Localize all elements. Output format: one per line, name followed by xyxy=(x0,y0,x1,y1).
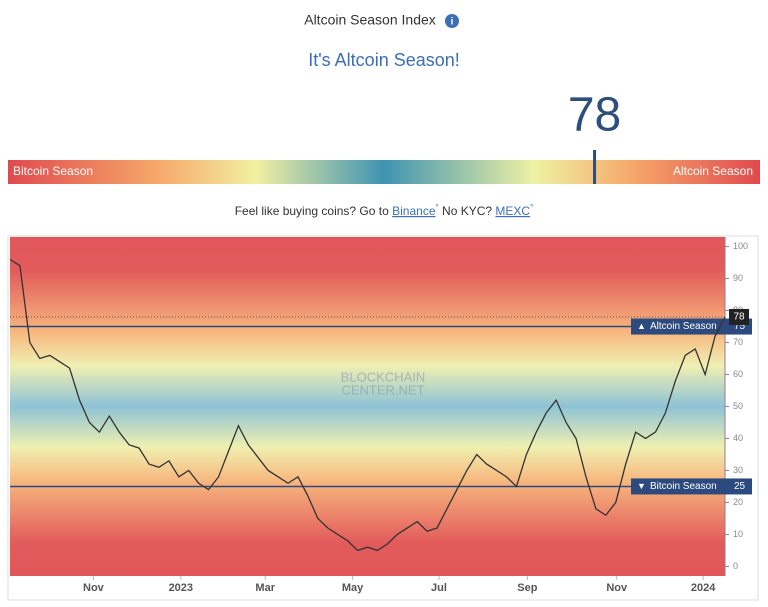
title: Altcoin Season Index xyxy=(304,12,436,28)
threshold-icon: ▲ xyxy=(637,321,646,331)
current-value: 78 xyxy=(733,312,745,323)
x-tick-label: Nov xyxy=(606,582,628,594)
y-tick-label: 10 xyxy=(733,529,743,539)
y-tick-label: 40 xyxy=(733,433,743,443)
y-tick-label: 50 xyxy=(733,401,743,411)
y-tick-label: 30 xyxy=(733,465,743,475)
x-tick-label: Nov xyxy=(83,582,105,594)
gauge-left-label: Bitcoin Season xyxy=(13,164,93,178)
x-tick-label: Jul xyxy=(431,582,447,594)
y-tick-label: 60 xyxy=(733,369,743,379)
y-tick-label: 90 xyxy=(733,273,743,283)
promo: Feel like buying coins? Go to Binance° N… xyxy=(235,200,534,218)
binance-link[interactable]: Binance xyxy=(392,204,436,218)
x-tick-label: 2024 xyxy=(691,582,716,594)
watermark: BLOCKCHAIN xyxy=(341,369,426,384)
threshold-icon: ▼ xyxy=(637,481,646,491)
threshold-value: 75 xyxy=(734,321,746,332)
watermark: CENTER.NET xyxy=(341,382,424,397)
y-tick-label: 0 xyxy=(733,561,738,571)
y-tick-label: 20 xyxy=(733,497,743,507)
plot-background xyxy=(10,237,725,576)
promo-text: Feel like buying coins? Go to xyxy=(235,204,389,218)
series-line xyxy=(9,258,726,552)
y-tick-label: 100 xyxy=(733,241,748,251)
x-tick-label: Mar xyxy=(255,582,275,594)
threshold-label: Altcoin Season xyxy=(650,321,717,332)
threshold-label-box xyxy=(631,478,752,495)
y-tick-label: 70 xyxy=(733,337,743,347)
mexc-link[interactable]: MEXC xyxy=(495,204,530,218)
status: It's Altcoin Season! xyxy=(308,50,460,70)
gauge-right-label: Altcoin Season xyxy=(673,164,753,178)
x-tick-label: May xyxy=(342,582,364,594)
info-icon[interactable] xyxy=(445,14,459,28)
x-tick-label: 2023 xyxy=(169,582,193,594)
gauge-bar xyxy=(8,160,760,184)
threshold-value: 25 xyxy=(734,481,746,492)
x-tick-label: Sep xyxy=(517,582,537,594)
info-icon-glyph: i xyxy=(451,17,454,28)
threshold-label: Bitcoin Season xyxy=(650,481,717,492)
link-mark: ° xyxy=(436,203,439,212)
current-value-box xyxy=(729,308,749,325)
index-value: 78 xyxy=(568,89,621,142)
promo-text: No KYC? xyxy=(442,204,492,218)
link-mark: ° xyxy=(530,203,533,212)
chart-layer: BLOCKCHAINCENTER.NET01020304050607080901… xyxy=(9,241,752,594)
